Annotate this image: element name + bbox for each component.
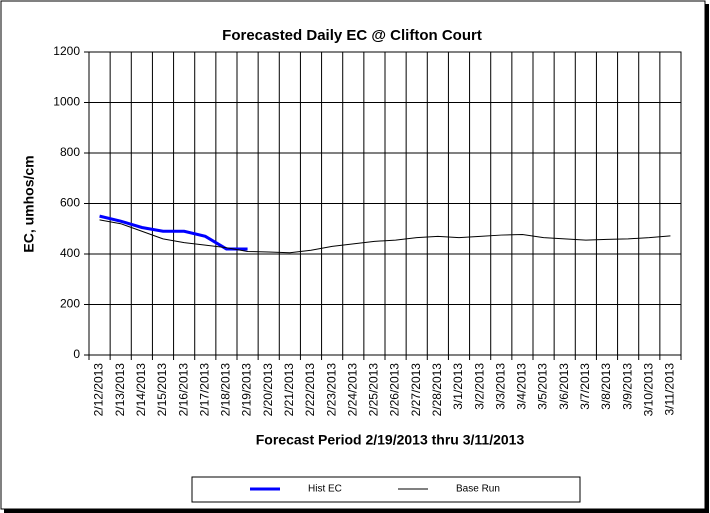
legend-label: Base Run <box>456 484 500 495</box>
y-axis-title: EC, umhos/cm <box>21 155 37 252</box>
x-tick-label: 2/17/2013 <box>197 363 211 417</box>
x-axis-title: Forecast Period 2/19/2013 thru 3/11/2013 <box>256 432 525 448</box>
x-tick-label: 2/22/2013 <box>303 363 317 417</box>
y-tick-label: 600 <box>60 196 80 210</box>
x-tick-label: 2/26/2013 <box>388 363 402 417</box>
x-tick-label: 2/18/2013 <box>219 363 233 417</box>
x-tick-label: 2/12/2013 <box>92 363 106 417</box>
x-tick-label: 3/1/2013 <box>451 363 465 410</box>
x-tick-label: 3/4/2013 <box>515 363 529 410</box>
x-tick-label: 3/3/2013 <box>493 363 507 410</box>
x-tick-label: 3/8/2013 <box>599 363 613 410</box>
x-tick-label: 3/5/2013 <box>536 363 550 410</box>
y-tick-label: 800 <box>60 145 80 159</box>
y-tick-label: 0 <box>73 347 80 361</box>
x-tick-label: 2/15/2013 <box>155 363 169 417</box>
x-tick-label: 2/20/2013 <box>261 363 275 417</box>
y-tick-label: 400 <box>60 246 80 260</box>
x-tick-label: 3/9/2013 <box>620 363 634 410</box>
line-series <box>99 219 671 254</box>
x-tick-label: 2/21/2013 <box>282 363 296 417</box>
shadow <box>705 4 709 512</box>
x-tick-label: 3/2/2013 <box>472 363 486 410</box>
x-tick-label: 2/28/2013 <box>430 363 444 417</box>
x-tick-label: 3/6/2013 <box>557 363 571 410</box>
x-tick-label: 2/23/2013 <box>324 363 338 417</box>
x-tick-label: 2/14/2013 <box>134 363 148 417</box>
y-tick-label: 1200 <box>53 44 80 58</box>
y-tick-label: 1000 <box>53 95 80 109</box>
x-tick-label: 2/13/2013 <box>113 363 127 417</box>
x-tick-label: 2/24/2013 <box>345 363 359 417</box>
shadow <box>4 509 709 513</box>
x-tick-label: 2/16/2013 <box>176 363 190 417</box>
x-tick-label: 2/25/2013 <box>367 363 381 417</box>
legend-label: Hist EC <box>308 484 342 495</box>
x-tick-label: 3/7/2013 <box>578 363 592 410</box>
x-tick-label: 2/27/2013 <box>409 363 423 417</box>
chart-title: Forecasted Daily EC @ Clifton Court <box>222 27 482 44</box>
x-tick-label: 2/19/2013 <box>240 363 254 417</box>
y-tick-label: 200 <box>60 297 80 311</box>
x-tick-label: 3/11/2013 <box>663 363 677 416</box>
x-tick-label: 3/10/2013 <box>641 363 655 417</box>
